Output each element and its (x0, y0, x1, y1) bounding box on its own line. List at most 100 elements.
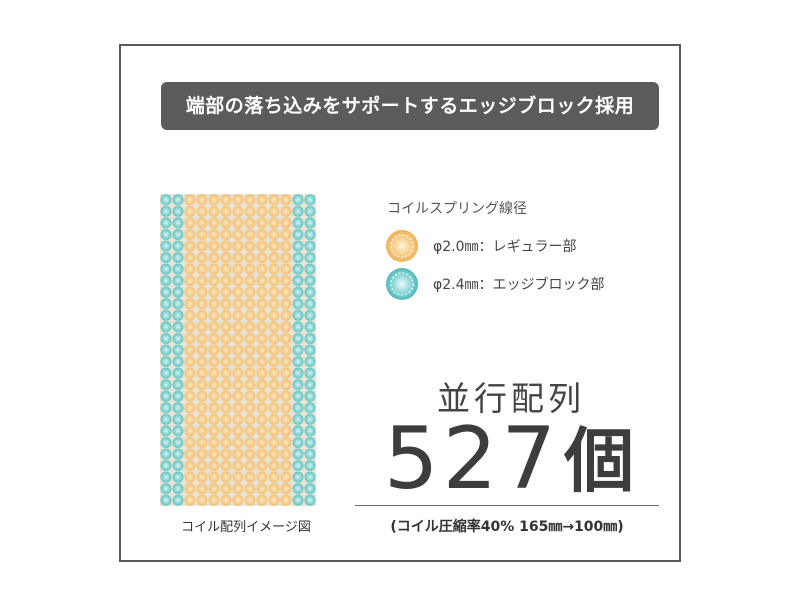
regular-coil (256, 240, 268, 252)
regular-coil (256, 194, 268, 206)
edge-coil (292, 205, 304, 217)
edge-coil (160, 436, 172, 448)
product-info-frame: 端部の落ち込みをサポートするエッジブロック採用 コイル配列イメージ図 コイルスプ… (119, 44, 681, 562)
edge-coil (172, 275, 184, 287)
edge-coil (304, 460, 316, 472)
edge-coil (172, 298, 184, 310)
regular-coil (220, 390, 232, 402)
regular-coil (280, 321, 292, 333)
regular-coil (244, 494, 256, 506)
regular-coil (196, 275, 208, 287)
edge-coil (172, 448, 184, 460)
regular-coil (208, 483, 220, 495)
regular-coil (256, 332, 268, 344)
regular-coil (244, 344, 256, 356)
edge-coil (292, 275, 304, 287)
edge-coil (304, 217, 316, 229)
regular-coil (196, 448, 208, 460)
regular-coil (196, 402, 208, 414)
edge-coil (160, 275, 172, 287)
regular-coil (220, 217, 232, 229)
regular-coil (220, 483, 232, 495)
regular-coil (244, 309, 256, 321)
regular-coil (268, 194, 280, 206)
regular-coil (244, 228, 256, 240)
regular-coil (208, 379, 220, 391)
regular-coil (280, 286, 292, 298)
regular-coil (232, 390, 244, 402)
regular-coil (232, 402, 244, 414)
regular-coil (208, 252, 220, 264)
regular-coil (220, 379, 232, 391)
regular-coil (268, 298, 280, 310)
regular-coil (244, 240, 256, 252)
regular-coil (244, 448, 256, 460)
regular-coil (232, 321, 244, 333)
edge-coil (292, 367, 304, 379)
regular-coil (220, 298, 232, 310)
regular-coil (184, 194, 196, 206)
edge-coil (160, 252, 172, 264)
regular-coil (184, 483, 196, 495)
edge-coil (304, 367, 316, 379)
edge-coil (172, 356, 184, 368)
edge-coil (304, 194, 316, 206)
edge-coil (160, 205, 172, 217)
regular-coil (232, 309, 244, 321)
regular-coil (256, 298, 268, 310)
coil-count-unit: 個 (564, 420, 635, 502)
regular-coil (208, 344, 220, 356)
edge-coil (160, 228, 172, 240)
regular-coil (184, 379, 196, 391)
regular-coil (280, 448, 292, 460)
regular-coil (232, 286, 244, 298)
regular-coil (280, 390, 292, 402)
edge-coil (292, 332, 304, 344)
regular-coil (268, 275, 280, 287)
edge-coil (160, 356, 172, 368)
regular-coil (196, 494, 208, 506)
edge-coil (292, 309, 304, 321)
regular-coil (184, 275, 196, 287)
regular-coil (268, 460, 280, 472)
regular-coil (256, 494, 268, 506)
edge-coil (172, 471, 184, 483)
regular-coil (220, 309, 232, 321)
regular-coil (184, 367, 196, 379)
regular-coil (208, 448, 220, 460)
regular-coil (268, 367, 280, 379)
edge-coil (160, 494, 172, 506)
edge-coil (160, 263, 172, 275)
regular-coil (184, 252, 196, 264)
edge-coil (172, 228, 184, 240)
regular-coil (232, 460, 244, 472)
feature-banner: 端部の落ち込みをサポートするエッジブロック採用 (161, 82, 659, 130)
regular-coil (268, 448, 280, 460)
regular-coil (208, 494, 220, 506)
edge-coil (160, 344, 172, 356)
edge-coil (292, 240, 304, 252)
edge-coil (292, 494, 304, 506)
edge-coil (292, 194, 304, 206)
edge-coil (172, 286, 184, 298)
regular-coil (256, 402, 268, 414)
regular-coil (208, 217, 220, 229)
edge-coil (172, 217, 184, 229)
edge-coil (292, 448, 304, 460)
regular-coil (184, 425, 196, 437)
regular-coil (184, 448, 196, 460)
regular-coil (268, 217, 280, 229)
edge-coil (292, 217, 304, 229)
edge-coil (172, 402, 184, 414)
edge-coil (304, 344, 316, 356)
edge-coil (172, 379, 184, 391)
regular-coil (196, 356, 208, 368)
edge-coil (160, 240, 172, 252)
regular-coil (196, 217, 208, 229)
edge-coil (304, 252, 316, 264)
regular-coil (268, 356, 280, 368)
regular-coil (244, 298, 256, 310)
regular-coil (196, 390, 208, 402)
regular-coil (220, 367, 232, 379)
compression-note: (コイル圧縮率40% 165㎜→100㎜) (390, 519, 624, 535)
